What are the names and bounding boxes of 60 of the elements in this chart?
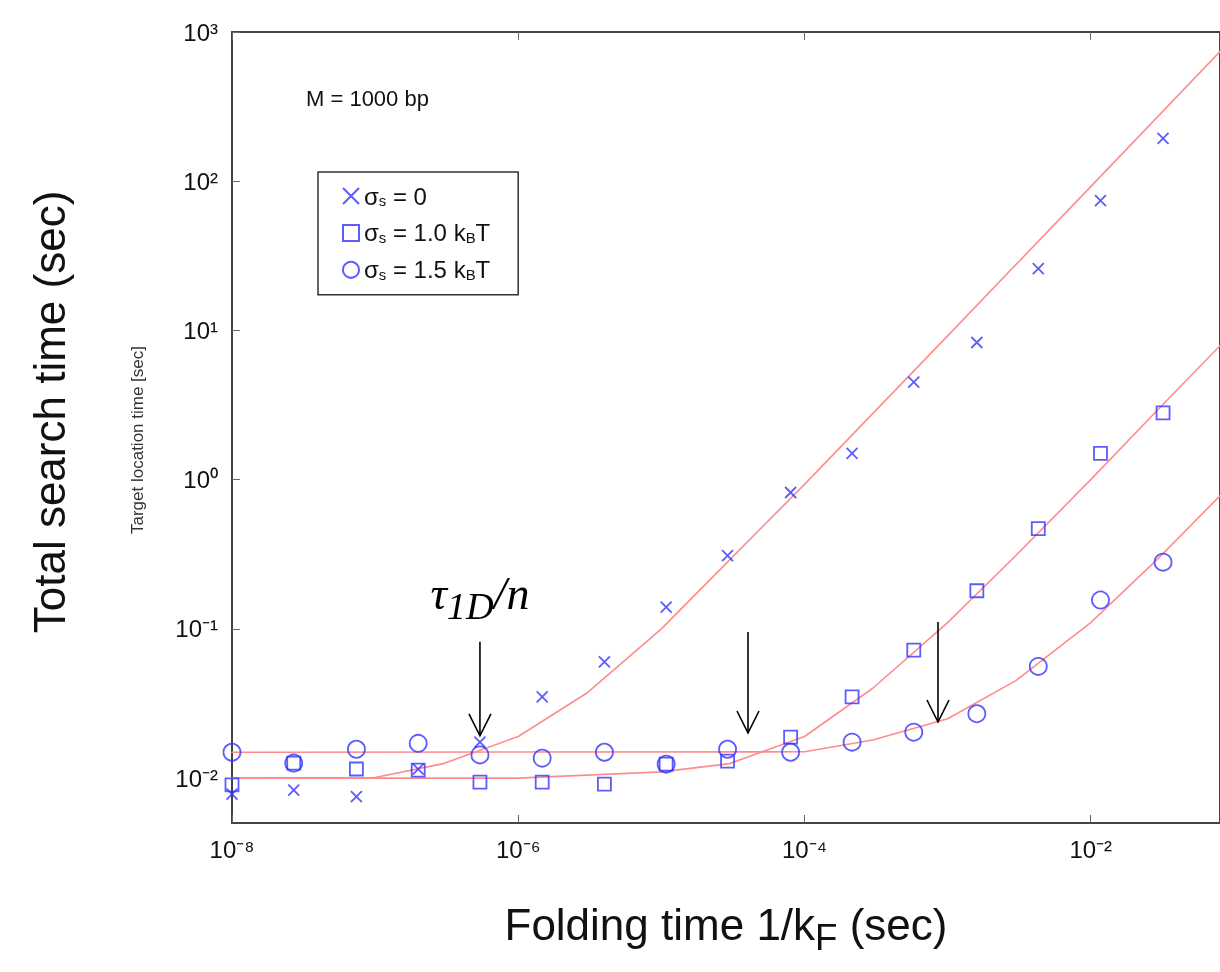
point: [969, 583, 985, 599]
annotation: τ$_{1D}$/n: [429, 566, 531, 628]
point: [535, 690, 549, 704]
point: [784, 486, 798, 499]
point: [222, 742, 242, 762]
point: [598, 655, 611, 669]
point: [597, 776, 612, 792]
point: [534, 774, 550, 790]
point: [904, 722, 924, 742]
point: [225, 787, 239, 801]
point: [473, 735, 487, 749]
point: [470, 745, 490, 765]
point: [1030, 521, 1046, 536]
point: [595, 742, 614, 762]
point: [844, 689, 860, 705]
point: [720, 753, 735, 769]
point: [970, 336, 984, 349]
point: [1094, 194, 1107, 208]
point: [350, 790, 363, 804]
point: [845, 446, 859, 460]
point: [659, 600, 673, 614]
legend-label: σs = 1.5 kBT: [364, 256, 491, 284]
legend-label: σs = 1.0 kBT: [364, 219, 491, 247]
point: [1028, 657, 1048, 676]
point: [1031, 262, 1045, 275]
y-tick-label: 10¹: [183, 316, 219, 344]
point: [1093, 445, 1108, 461]
point: [1091, 590, 1110, 610]
y-tick-label: 10⁰: [183, 466, 218, 494]
point: [349, 761, 364, 777]
y-tick-label: 10⁻¹: [175, 615, 219, 643]
point: [718, 739, 737, 759]
x-tick-label: 10⁻⁴: [781, 835, 828, 863]
point: [781, 742, 801, 762]
point: [907, 375, 921, 389]
y-tick-label: 10³: [183, 18, 219, 46]
point: [783, 729, 799, 745]
y-tick-label: 10⁻²: [175, 764, 219, 792]
point: [532, 748, 552, 768]
point: [1156, 131, 1170, 145]
y-axis-title: Total search time (sec): [25, 190, 75, 633]
point: [721, 549, 734, 562]
y-tick-label: 10²: [183, 167, 219, 195]
x-axis-title: Folding time 1/k$_{F}$ (sec): [503, 900, 949, 959]
x-tick-label: 10⁻⁶: [495, 835, 541, 863]
point: [1155, 405, 1171, 421]
point: [347, 739, 366, 759]
x-tick-label: 10⁻⁸: [209, 835, 255, 863]
point: [1153, 552, 1173, 572]
text: Target location time [sec]: [128, 345, 148, 535]
point: [967, 704, 987, 724]
annotation: M = 1000 bp: [306, 86, 429, 112]
x-tick-label: 10⁻²: [1069, 835, 1113, 863]
point: [224, 777, 240, 793]
legend-label: σs = 0: [364, 182, 427, 210]
point: [906, 642, 922, 658]
point: [287, 783, 301, 797]
point: [472, 774, 488, 790]
point: [408, 733, 428, 753]
point: [842, 732, 862, 752]
